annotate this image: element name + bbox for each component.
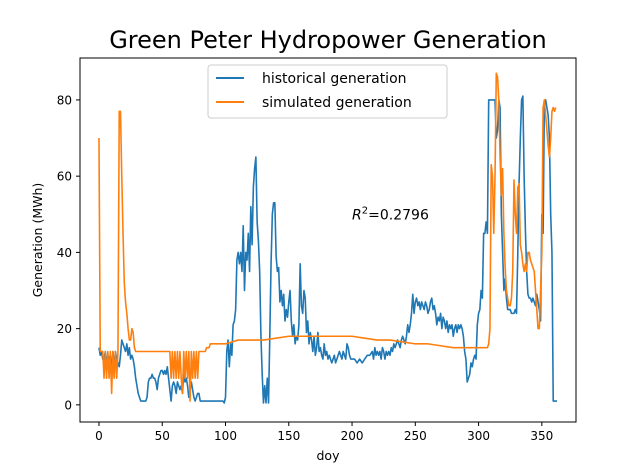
plot-area [79,57,577,423]
x-tick-label: 50 [155,429,170,443]
x-tick-label: 200 [341,429,364,443]
series-line-0 [98,95,558,404]
legend-label-historical: historical generation [262,71,407,87]
y-tick-label: 0 [64,398,72,412]
x-axis-label: doy [317,448,341,463]
y-tick-label: 20 [57,322,72,336]
legend-label-simulated: simulated generation [262,95,412,111]
r-squared-annotation: R2=0.2796 [352,205,429,223]
chart-title: Green Peter Hydropower Generation [109,26,547,54]
x-tick-label: 150 [277,429,300,443]
series-layer [98,72,558,404]
r-squared-base: R [352,207,362,223]
x-tick-label: 250 [404,429,427,443]
y-tick-label: 80 [57,93,72,107]
r-squared-superscript: 2 [362,205,368,216]
series-line-1 [98,72,557,402]
y-axis: 0 20 40 60 80 [57,93,80,412]
y-tick-label: 40 [57,246,72,260]
x-tick-label: 0 [95,429,103,443]
y-tick-label: 60 [57,170,72,184]
x-tick-label: 350 [530,429,553,443]
x-tick-label: 100 [214,429,237,443]
r-squared-value: =0.2796 [368,207,429,223]
legend-box [207,64,448,119]
x-axis: 0 50 100 150 200 250 300 350 [95,422,553,443]
x-tick-label: 300 [467,429,490,443]
y-axis-label: Generation (MWh) [30,183,45,298]
plot-frame [79,57,577,423]
legend: historical generation simulated generati… [207,64,448,119]
